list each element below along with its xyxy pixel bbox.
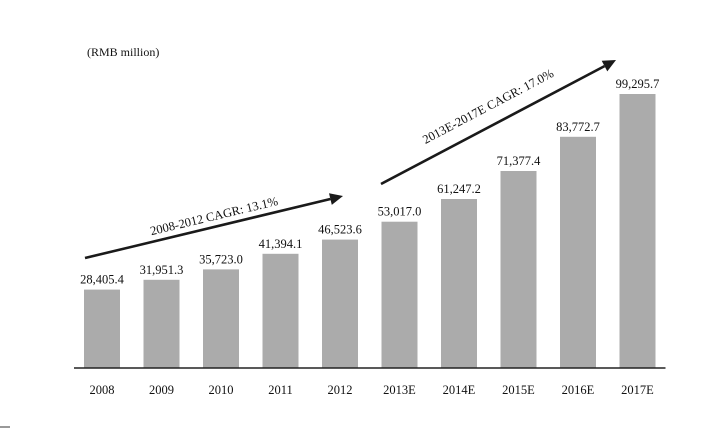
bar-2009 — [143, 279, 180, 368]
value-labels-group: 28,405.4 31,951.3 35,723.0 41,394.1 46,523.6… — [80, 77, 659, 287]
bars-group — [84, 94, 656, 368]
cagr-label-2: 2013E-2017E CAGR: 17.0% — [420, 66, 556, 147]
cagr-arrow-head-1 — [329, 193, 343, 205]
cagr-arrow-head-2 — [601, 60, 616, 72]
bar-2012 — [322, 239, 358, 368]
value-label-2008: 28,405.4 — [80, 273, 125, 287]
bar-2010 — [203, 269, 239, 368]
bar-2013E — [381, 221, 418, 368]
x-tick-label-2014E: 2014E — [443, 383, 476, 397]
bar-2015E — [500, 171, 537, 368]
x-tick-label-2008: 2008 — [90, 383, 115, 397]
x-tick-label-2012: 2012 — [328, 383, 353, 397]
x-tick-label-2011: 2011 — [268, 383, 293, 397]
value-label-2009: 31,951.3 — [140, 263, 184, 277]
value-label-2010: 35,723.0 — [199, 252, 243, 266]
x-tick-label-2010: 2010 — [209, 383, 234, 397]
bar-2011 — [262, 253, 299, 368]
x-tick-label-2017E: 2017E — [621, 383, 654, 397]
x-tick-labels-group: 2008 2009 2010 2011 2012 2013E 2014E 2015E 2016E… — [90, 383, 655, 397]
x-tick-label-2016E: 2016E — [562, 383, 595, 397]
value-label-2013E: 53,017.0 — [378, 205, 422, 219]
value-label-2016E: 83,772.7 — [556, 120, 600, 134]
bar-2016E — [560, 136, 596, 368]
unit-label: (RMB million) — [87, 45, 159, 59]
bar-2008 — [84, 289, 120, 368]
x-tick-label-2009: 2009 — [149, 383, 174, 397]
x-tick-label-2013E: 2013E — [383, 383, 416, 397]
cagr-arrow-line-1 — [84, 197, 331, 260]
value-label-2015E: 71,377.4 — [497, 154, 542, 168]
bar-2014E — [441, 199, 477, 368]
bar-2017E — [619, 94, 656, 368]
x-tick-label-2015E: 2015E — [502, 383, 535, 397]
value-label-2011: 41,394.1 — [259, 237, 303, 251]
cagr-arrow-line-2 — [380, 64, 606, 186]
value-label-2014E: 61,247.2 — [437, 182, 481, 196]
value-label-2017E: 99,295.7 — [616, 77, 660, 91]
value-label-2012: 46,523.6 — [318, 223, 362, 237]
